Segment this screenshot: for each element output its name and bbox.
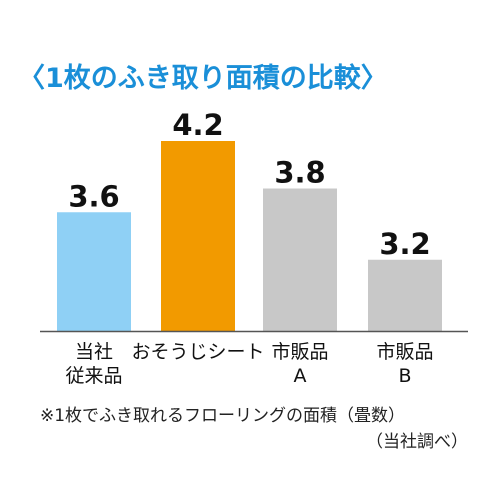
bar-value-label: 3.6 <box>68 179 119 213</box>
bar <box>57 212 131 331</box>
bar <box>263 188 337 331</box>
bar-value-label: 3.2 <box>379 227 430 261</box>
chart-source: （当社調べ） <box>366 432 468 452</box>
category-label: 従来品 <box>65 365 122 387</box>
category-label: 市販品 <box>376 341 433 363</box>
chart-note: ※1枚でふき取れるフローリングの面積（畳数） <box>40 406 406 426</box>
chart-title: 〈1枚のふき取り面積の比較〉 <box>18 63 388 94</box>
category-label: 当社 <box>75 341 113 363</box>
category-label: おそうじシート <box>131 341 264 363</box>
category-label: A <box>294 365 307 387</box>
category-label: B <box>398 365 411 387</box>
bar <box>368 259 442 331</box>
bar-value-label: 3.8 <box>274 156 325 190</box>
category-label: 市販品 <box>271 341 328 363</box>
bar-value-label: 4.2 <box>172 108 223 142</box>
bar <box>161 141 235 331</box>
